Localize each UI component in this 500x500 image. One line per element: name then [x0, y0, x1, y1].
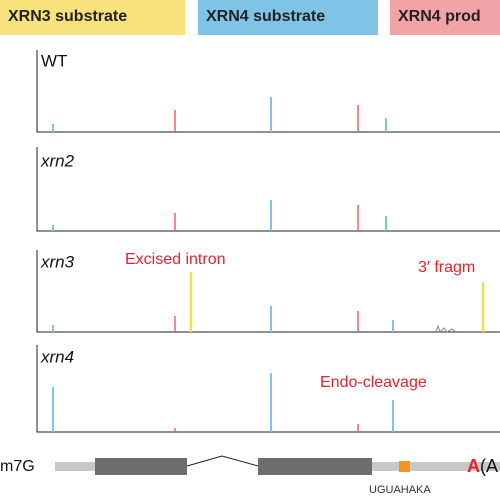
- panel-axis: [36, 147, 500, 232]
- poly-a-tail: (A: [480, 456, 498, 476]
- cap-label: m7G: [0, 458, 35, 475]
- legend-label: XRN4 prod: [398, 8, 481, 25]
- gene-model: m7G A (A UGUAHAKA: [0, 455, 500, 496]
- legend: XRN3 substrate XRN4 substrate XRN4 prod: [0, 0, 500, 35]
- panel-axis: [36, 345, 500, 433]
- noise: [435, 324, 457, 333]
- intron-gap: [187, 462, 258, 471]
- peaks: [52, 97, 485, 432]
- poly-a: A: [467, 456, 480, 476]
- intron: [186, 455, 259, 467]
- axes: [36, 50, 500, 433]
- legend-box: [390, 0, 500, 35]
- exon: [95, 458, 187, 475]
- annotation: 3′ fragm: [418, 259, 475, 276]
- motif-label: UGUAHAKA: [369, 484, 431, 496]
- legend-box: [198, 0, 378, 35]
- annotation: Excised intron: [125, 251, 226, 268]
- panel-label: xrn4: [40, 347, 74, 366]
- legend-label: XRN3 substrate: [8, 8, 127, 25]
- panel-label: xrn3: [40, 252, 75, 271]
- panel-axis: [36, 250, 500, 333]
- legend-label: XRN4 substrate: [206, 8, 325, 25]
- motif-box: [399, 461, 410, 472]
- panel-label: WT: [41, 51, 67, 70]
- panel-label: xrn2: [40, 151, 75, 170]
- panel-axis: [36, 50, 500, 133]
- legend-box: [0, 0, 185, 35]
- annotation: Endo-cleavage: [320, 374, 427, 391]
- exon: [258, 458, 372, 475]
